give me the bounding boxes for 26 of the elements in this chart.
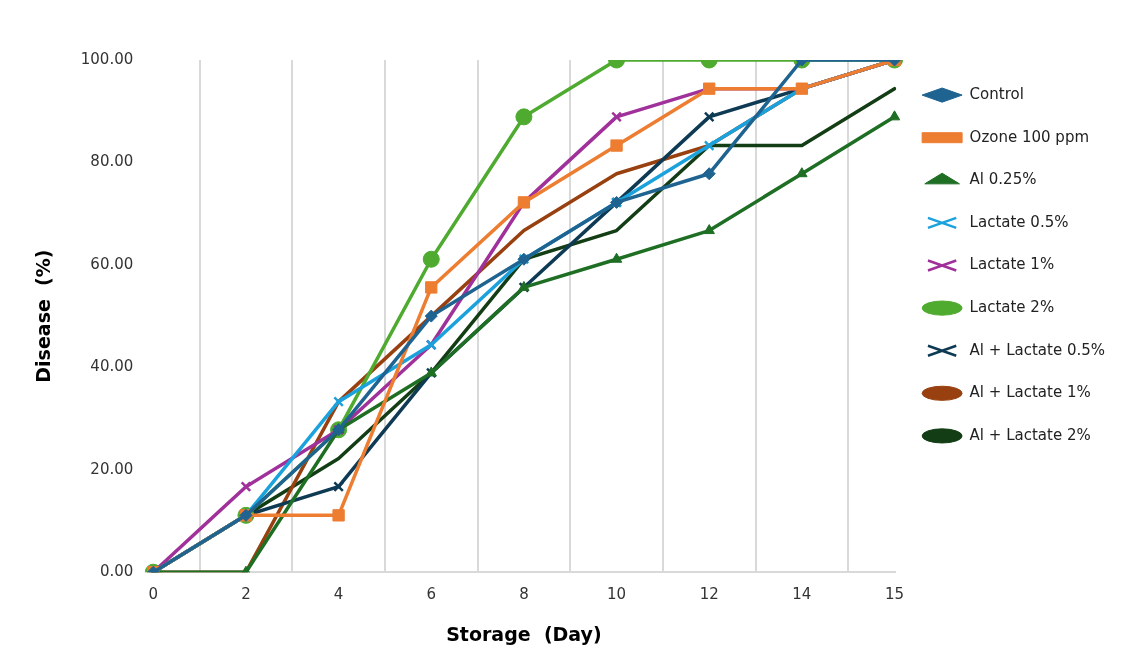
y-tick-label: 20.00 (90, 459, 134, 478)
legend-label: Al + Lactate 1% (969, 383, 1091, 402)
y-tick-label: 100.00 (80, 49, 134, 68)
y-tick-label: 0.00 (99, 562, 134, 581)
legend-label: Lactate 2% (969, 297, 1055, 316)
x-tick-label: 10 (607, 585, 627, 604)
x-tick-label: 12 (699, 585, 719, 604)
y-tick-label: 40.00 (90, 357, 134, 376)
legend-label: Control (969, 84, 1024, 103)
x-tick-label: 6 (426, 585, 437, 604)
y-tick-label: 80.00 (90, 152, 134, 171)
legend-label: Al + Lactate 0.5% (969, 340, 1105, 359)
y-axis-title: Disease (%) (32, 249, 55, 383)
legend-label: Lactate 0.5% (969, 212, 1069, 231)
legend-label: Lactate 1% (969, 255, 1055, 274)
x-tick-label: 0 (148, 585, 159, 604)
x-tick-label: 8 (519, 585, 529, 604)
x-axis-title: Storage (Day) (446, 622, 602, 645)
x-tick-label: 4 (333, 585, 344, 604)
x-tick-label: 15 (884, 585, 905, 604)
x-tick-label: 2 (241, 585, 251, 604)
legend-label: Al + Lactate 2% (969, 425, 1091, 444)
x-tick-label: 14 (792, 585, 812, 604)
legend-label: Ozone 100 ppm (969, 127, 1090, 146)
legend-label: Al 0.25% (969, 170, 1037, 189)
y-tick-label: 60.00 (90, 254, 134, 273)
